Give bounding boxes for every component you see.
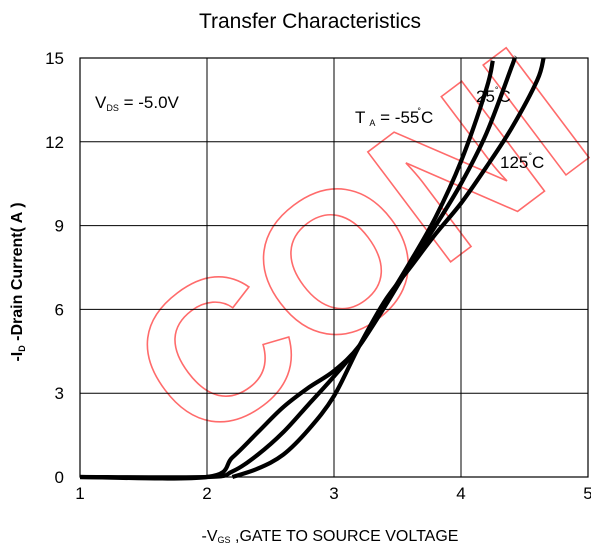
- x-tick-label: 1: [75, 484, 84, 503]
- t125-annotation: 125°C: [500, 151, 544, 172]
- x-tick-label: 4: [456, 484, 465, 503]
- y-tick-label: 6: [55, 300, 64, 319]
- watermark: CONI: [92, 6, 591, 485]
- vds-annotation: VDS = -5.0V: [95, 93, 180, 113]
- y-tick-label: 3: [55, 384, 64, 403]
- t25-annotation: 25°C: [476, 85, 511, 106]
- chart-title: Transfer Characteristics: [199, 10, 421, 33]
- y-tick-labels: 0 3 6 9 12 15: [45, 49, 64, 487]
- y-axis-label: -ID -Drain Current( A ): [9, 202, 27, 361]
- x-tick-label: 2: [202, 484, 211, 503]
- y-tick-label: 15: [45, 49, 64, 68]
- x-tick-labels: 1 2 3 4 5: [75, 484, 591, 503]
- y-tick-label: 12: [45, 133, 64, 152]
- x-tick-label: 5: [583, 484, 591, 503]
- y-tick-label: 9: [55, 217, 64, 236]
- x-axis-label: -VGS ,GATE TO SOURCE VOLTAGE: [202, 528, 459, 545]
- y-tick-label: 0: [55, 468, 64, 487]
- x-tick-label: 3: [329, 484, 338, 503]
